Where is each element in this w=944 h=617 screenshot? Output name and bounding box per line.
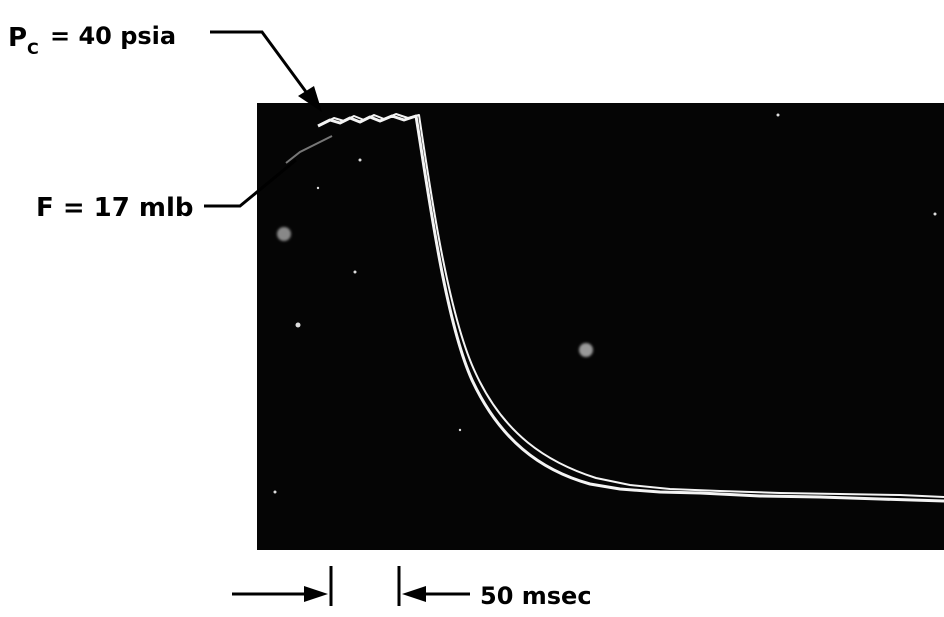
oscilloscope-screen bbox=[257, 103, 944, 550]
page: P C = 40 psia F = 17 mlb 50 msec (() => … bbox=[0, 0, 944, 617]
pressure-symbol: P bbox=[8, 23, 27, 53]
pressure-subscript: C bbox=[27, 39, 39, 58]
figure: P C = 40 psia F = 17 mlb 50 msec bbox=[0, 0, 944, 617]
time-scale-label: 50 msec bbox=[480, 582, 592, 610]
force-label: F = 17 mlb bbox=[36, 193, 194, 223]
pressure-text: = 40 psia bbox=[50, 22, 176, 50]
